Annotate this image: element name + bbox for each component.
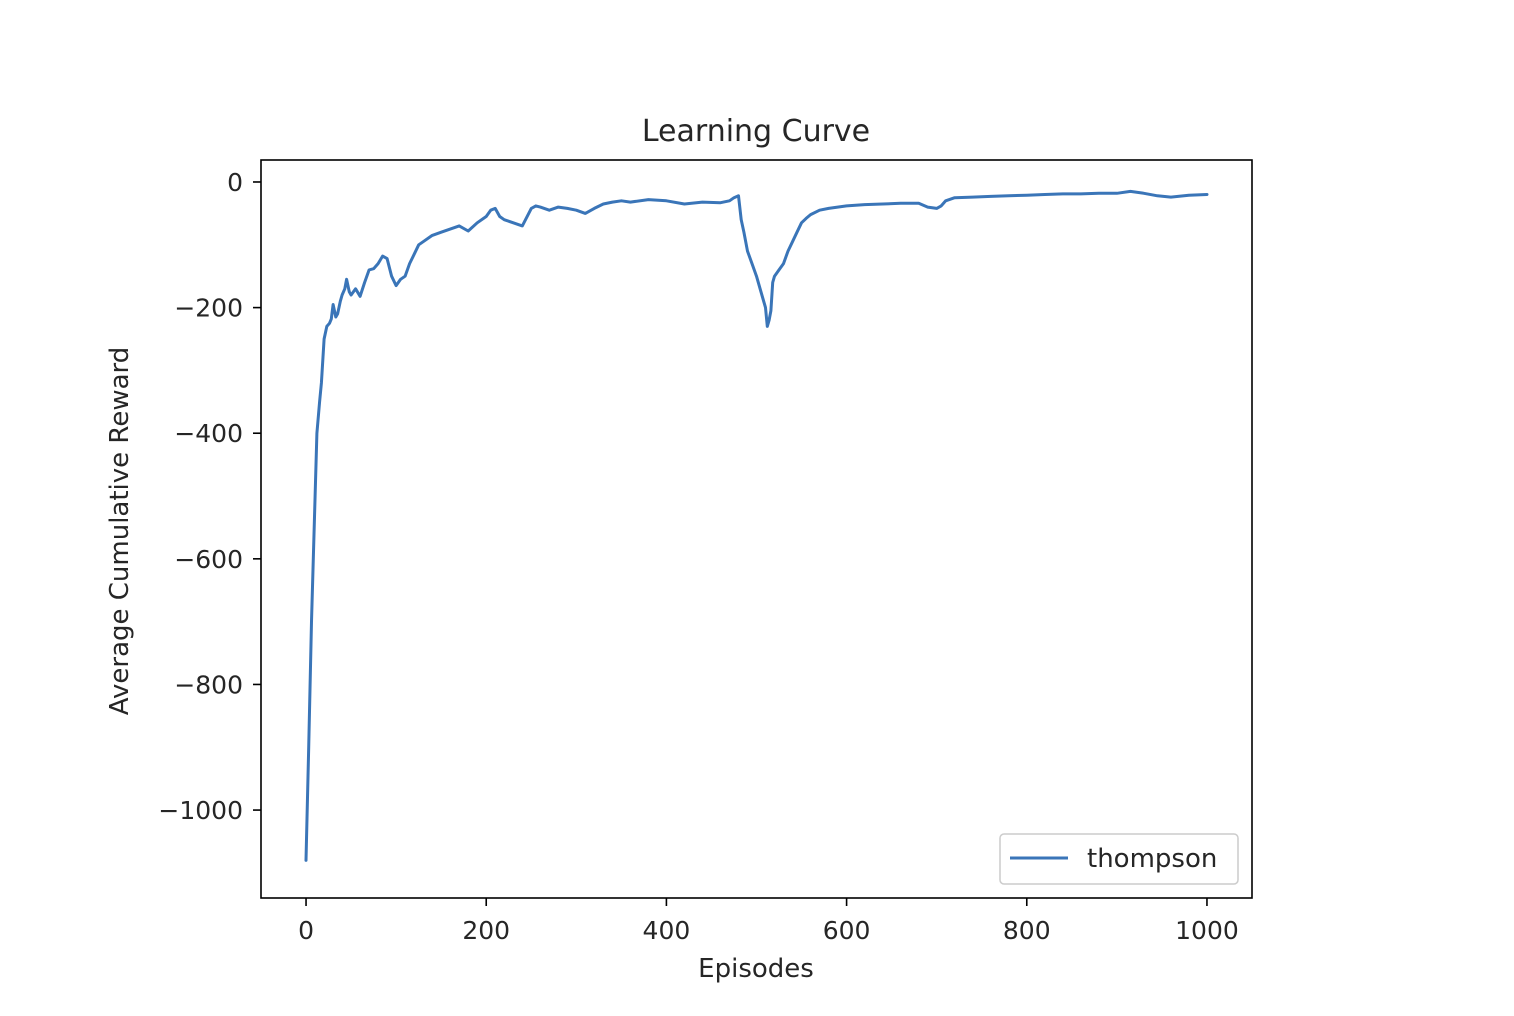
chart-title: Learning Curve: [642, 114, 870, 149]
x-axis: 0 200 400 600 800 1000: [298, 898, 1239, 945]
y-tick-label: −200: [174, 294, 243, 323]
x-tick-label: 0: [298, 916, 314, 945]
x-tick-label: 600: [823, 916, 871, 945]
y-tick-label: −400: [174, 419, 243, 448]
plot-frame: [260, 159, 1253, 899]
legend-box: [999, 833, 1239, 885]
y-tick-label: 0: [227, 168, 243, 197]
y-tick-label: −600: [174, 545, 243, 574]
y-axis: 0 −200 −400 −600 −800 −1000: [158, 168, 261, 825]
x-axis-title: Episodes: [698, 954, 814, 984]
x-tick-label: 200: [462, 916, 510, 945]
x-tick-label: 400: [643, 916, 691, 945]
plot-area: [304, 189, 1209, 862]
y-tick-label: −800: [174, 670, 243, 699]
x-tick-label: 800: [1003, 916, 1051, 945]
legend: thompson: [999, 833, 1239, 885]
y-tick-label: −1000: [158, 796, 243, 825]
series-line-thompson: [304, 189, 1209, 862]
x-tick-label: 1000: [1175, 916, 1239, 945]
legend-label-thompson: thompson: [1087, 844, 1217, 874]
y-axis-title: Average Cumulative Reward: [105, 347, 135, 716]
